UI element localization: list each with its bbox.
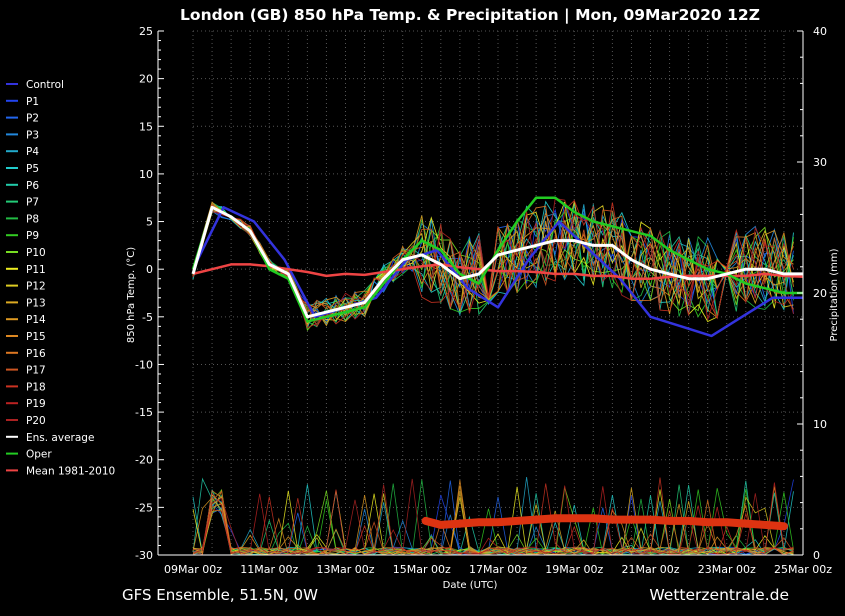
chart-title: London (GB) 850 hPa Temp. & Precipitatio… [180, 6, 760, 25]
legend-label: P16 [26, 348, 46, 360]
legend-label: P12 [26, 281, 46, 293]
x-axis-label: Date (UTC) [443, 580, 498, 591]
precip-mean-line [421, 514, 788, 531]
legend-label: Ens. average [26, 432, 94, 444]
y2-tick-label: 0 [813, 549, 820, 562]
legend-label: P17 [26, 365, 46, 377]
legend-label: P19 [26, 398, 46, 410]
oper-line [191, 196, 803, 323]
control-line [191, 206, 803, 338]
y-tick-label: -5 [142, 311, 153, 324]
legend-label: Control [26, 79, 64, 91]
legend-label: P10 [26, 247, 46, 259]
legend-label: P15 [26, 331, 46, 343]
y-tick-label: 25 [139, 25, 153, 38]
y-tick-label: 10 [139, 168, 153, 181]
legend-label: P1 [26, 96, 39, 108]
footer-credit: Wetterzentrale.de [649, 586, 789, 604]
precip-member-line [192, 477, 794, 556]
y-tick-label: -15 [135, 406, 153, 419]
y-axis-label: 850 hPa Temp. (°C) [126, 247, 137, 343]
precip-member-line [192, 489, 794, 556]
ensemble-member-lines [192, 197, 794, 332]
legend-label: P20 [26, 415, 46, 427]
y2-tick-label: 30 [813, 156, 827, 169]
legend-label: P18 [26, 381, 46, 393]
x-tick-label: 19Mar 00z [545, 563, 603, 576]
legend: Control P1 P2 P3 P4 P5 P6 P7 P8 P9 P10 P11 P12 P13 P14… [6, 79, 115, 477]
precip-member-line [192, 482, 794, 556]
y-tick-label: 0 [146, 263, 153, 276]
tick-labels: 25 20 15 10 5 0 -5 -10 -15 -20 -25 -30 09Mar 00z 11Ma… [135, 25, 832, 576]
x-tick-label: 09Mar 00z [164, 563, 222, 576]
y2-tick-label: 20 [813, 287, 827, 300]
climate-mean-line [192, 263, 804, 280]
x-tick-label: 11Mar 00z [240, 563, 298, 576]
y-tick-label: 5 [146, 216, 153, 229]
precip-member-line [192, 490, 794, 556]
x-tick-label: 25Mar 00z [774, 563, 832, 576]
x-tick-label: 21Mar 00z [621, 563, 679, 576]
grid-lines [192, 30, 804, 556]
legend-label: P11 [26, 264, 46, 276]
precip-member-line [192, 478, 794, 556]
legend-label: P9 [26, 230, 39, 242]
precipitation-member-lines [192, 477, 794, 556]
x-tick-label: 15Mar 00z [393, 563, 451, 576]
legend-label: P5 [26, 163, 39, 175]
y-tick-label: 15 [139, 120, 153, 133]
y2-tick-label: 40 [813, 25, 827, 38]
legend-label: Mean 1981-2010 [26, 465, 115, 477]
legend-label: P8 [26, 213, 39, 225]
x-tick-label: 17Mar 00z [469, 563, 527, 576]
legend-label: P14 [26, 314, 46, 326]
y2-axis-label: Precipitation (mm) [829, 248, 840, 341]
legend-label: P3 [26, 129, 39, 141]
y-tick-label: 20 [139, 73, 153, 86]
legend-label: P2 [26, 113, 39, 125]
y-tick-label: -25 [135, 501, 153, 514]
axes [157, 30, 804, 556]
y-tick-label: -10 [135, 358, 153, 371]
x-tick-label: 23Mar 00z [698, 563, 756, 576]
y2-tick-label: 10 [813, 418, 827, 431]
footer-source: GFS Ensemble, 51.5N, 0W [122, 586, 318, 604]
legend-label: Oper [26, 449, 52, 461]
y-tick-label: -20 [135, 454, 153, 467]
x-tick-label: 13Mar 00z [316, 563, 374, 576]
legend-label: P7 [26, 197, 39, 209]
legend-label: P6 [26, 180, 39, 192]
legend-label: P13 [26, 297, 46, 309]
ens-average-line [191, 205, 803, 319]
y-tick-label: -30 [135, 549, 153, 562]
legend-label: P4 [26, 146, 39, 158]
main-series-lines [191, 196, 804, 531]
